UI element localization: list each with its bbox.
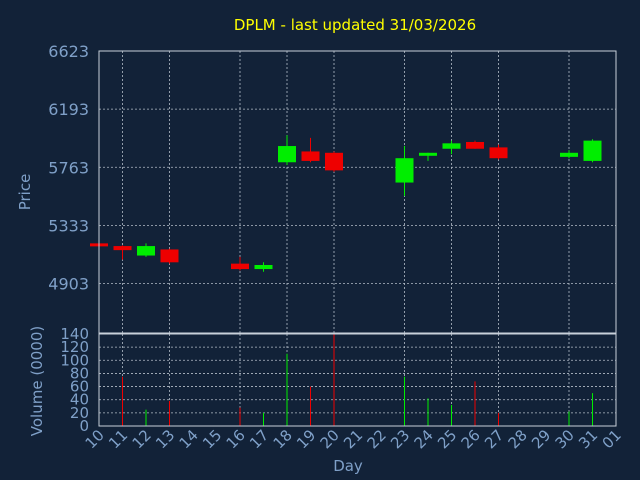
chart-title: DPLM - last updated 31/03/2026	[234, 16, 476, 34]
x-tick-label: 12	[129, 426, 155, 452]
candle-body	[395, 158, 414, 183]
price-tick-label: 6193	[48, 100, 89, 119]
candle-body	[113, 246, 132, 251]
x-tick-label: 19	[293, 426, 319, 452]
candle-body	[137, 246, 155, 256]
candle-body	[160, 249, 179, 263]
candle-body	[325, 152, 343, 171]
x-tick-label: 23	[387, 426, 413, 452]
x-tick-label: 21	[340, 426, 366, 452]
candle-body	[301, 151, 320, 161]
candle-body	[466, 141, 484, 149]
volume-tick-label: 100	[60, 351, 89, 369]
x-tick-label: 13	[152, 426, 178, 452]
x-tick-label: 31	[575, 426, 601, 452]
candle-body	[560, 152, 578, 157]
x-tick-label: 24	[411, 426, 437, 452]
x-tick-label: 26	[458, 426, 484, 452]
volume-tick-label: 80	[70, 364, 89, 382]
price-tick-labels: 6623 6193 5763 5333 4903	[48, 42, 89, 294]
volume-bars	[122, 334, 593, 426]
x-tick-label: 30	[552, 426, 578, 452]
candle-body	[583, 140, 602, 161]
candle-body	[419, 152, 437, 156]
volume-tick-label: 0	[79, 417, 89, 435]
candle-body	[489, 147, 508, 159]
volume-panel-frame	[98, 333, 617, 427]
price-tick-label: 4903	[48, 275, 89, 294]
x-axis-label: Day	[333, 457, 363, 475]
candle-body	[442, 143, 461, 149]
price-axis-label: Price	[16, 174, 34, 211]
price-panel-frame	[98, 50, 617, 334]
x-tick-label: 16	[223, 426, 249, 452]
x-tick-label: 22	[364, 426, 390, 452]
x-tick-label: 14	[176, 426, 202, 452]
volume-tick-label: 20	[70, 404, 89, 422]
price-tick-label: 5763	[48, 158, 89, 177]
price-tick-label: 6623	[48, 42, 89, 61]
x-tick-label: 25	[434, 426, 460, 452]
x-tick-label: 15	[199, 426, 225, 452]
x-tick-label: 28	[505, 426, 531, 452]
x-tick-labels: 1011121314151617181920212223242526272829…	[82, 426, 625, 452]
volume-axis-label: Volume (0000)	[28, 326, 46, 436]
candle-body	[231, 263, 249, 270]
price-tick-label: 5333	[48, 216, 89, 235]
x-tick-label: 11	[105, 426, 131, 452]
grid-layer	[99, 51, 616, 426]
volume-tick-label: 120	[60, 338, 89, 356]
volume-tick-label: 60	[70, 378, 89, 396]
volume-tick-label: 140	[60, 325, 89, 343]
volume-tick-label: 40	[70, 391, 89, 409]
x-tick-label: 17	[246, 426, 272, 452]
x-tick-label: 01	[599, 426, 625, 452]
panel-frames	[98, 50, 617, 427]
x-tick-label: 27	[481, 426, 507, 452]
candle-body	[254, 265, 273, 270]
candle-body	[278, 146, 296, 163]
price-candles	[90, 135, 602, 272]
x-tick-label: 20	[317, 426, 343, 452]
x-tick-label: 29	[528, 426, 554, 452]
x-tick-label: 18	[270, 426, 296, 452]
